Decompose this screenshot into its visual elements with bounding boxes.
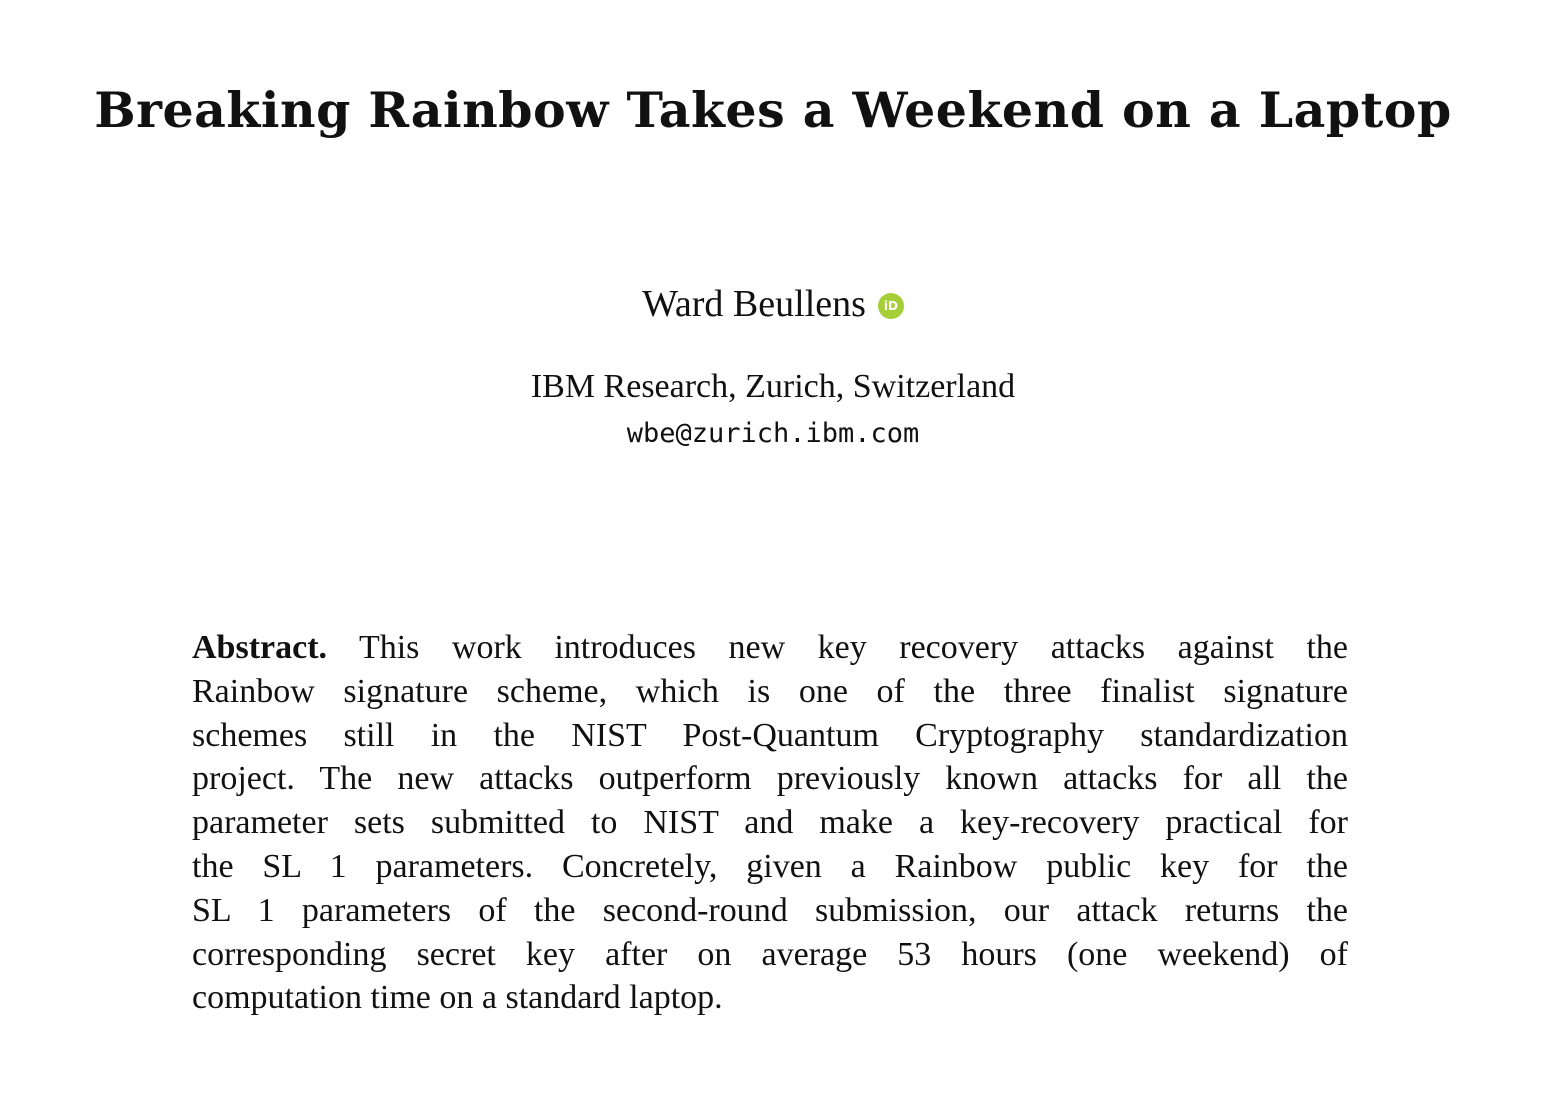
author-line: Ward Beullens iD xyxy=(0,280,1546,328)
abstract-line: computation time on a standard laptop. xyxy=(192,979,723,1017)
abstract-line-text: This work introduces new key recovery at… xyxy=(358,629,1348,666)
abstract-line: corresponding secret key after on averag… xyxy=(192,935,1348,973)
paper-title: Breaking Rainbow Takes a Weekend on a La… xyxy=(94,81,1452,139)
abstract-heading: Abstract. xyxy=(192,629,328,666)
abstract-line: the SL 1 parameters. Concretely, given a… xyxy=(192,847,1348,885)
abstract-line: SL 1 parameters of the second-round subm… xyxy=(192,891,1348,929)
author-name: Ward Beullens xyxy=(642,283,866,325)
abstract: Abstract. This work introduces new key r… xyxy=(192,626,1348,1020)
abstract-line: project. The new attacks outperform prev… xyxy=(192,760,1348,798)
orcid-icon[interactable]: iD xyxy=(877,293,904,319)
abstract-line: Abstract. This work introduces new key r… xyxy=(192,626,1348,670)
abstract-line: parameter sets submitted to NIST and mak… xyxy=(192,804,1348,842)
author-affiliation: IBM Research, Zurich, Switzerland xyxy=(530,368,1016,405)
abstract-line: schemes still in the NIST Post-Quantum C… xyxy=(192,716,1348,754)
author-email[interactable]: wbe@zurich.ibm.com xyxy=(626,418,920,449)
abstract-line: Rainbow signature scheme, which is one o… xyxy=(192,672,1348,710)
